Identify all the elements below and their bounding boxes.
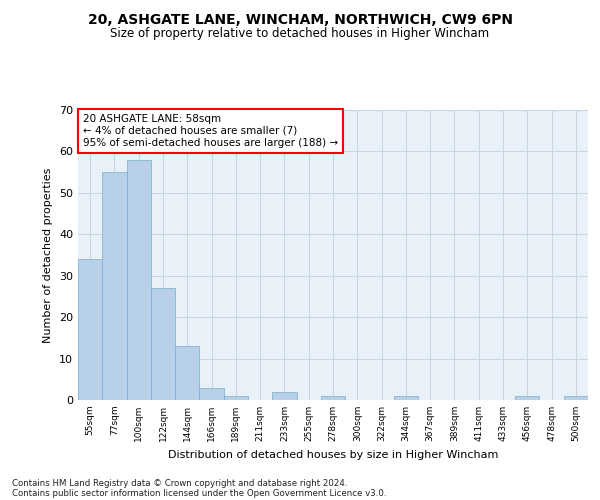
Bar xyxy=(272,392,296,400)
Text: 20, ASHGATE LANE, WINCHAM, NORTHWICH, CW9 6PN: 20, ASHGATE LANE, WINCHAM, NORTHWICH, CW… xyxy=(88,12,512,26)
Bar xyxy=(199,388,224,400)
Bar xyxy=(394,396,418,400)
Text: Contains public sector information licensed under the Open Government Licence v3: Contains public sector information licen… xyxy=(12,488,386,498)
Text: Size of property relative to detached houses in Higher Wincham: Size of property relative to detached ho… xyxy=(110,28,490,40)
X-axis label: Distribution of detached houses by size in Higher Wincham: Distribution of detached houses by size … xyxy=(168,450,498,460)
Y-axis label: Number of detached properties: Number of detached properties xyxy=(43,168,53,342)
Bar xyxy=(224,396,248,400)
Bar xyxy=(321,396,345,400)
Bar xyxy=(151,288,175,400)
Bar xyxy=(78,259,102,400)
Bar xyxy=(515,396,539,400)
Bar xyxy=(127,160,151,400)
Bar xyxy=(102,172,127,400)
Bar xyxy=(564,396,588,400)
Bar xyxy=(175,346,199,400)
Text: Contains HM Land Registry data © Crown copyright and database right 2024.: Contains HM Land Registry data © Crown c… xyxy=(12,478,347,488)
Text: 20 ASHGATE LANE: 58sqm
← 4% of detached houses are smaller (7)
95% of semi-detac: 20 ASHGATE LANE: 58sqm ← 4% of detached … xyxy=(83,114,338,148)
